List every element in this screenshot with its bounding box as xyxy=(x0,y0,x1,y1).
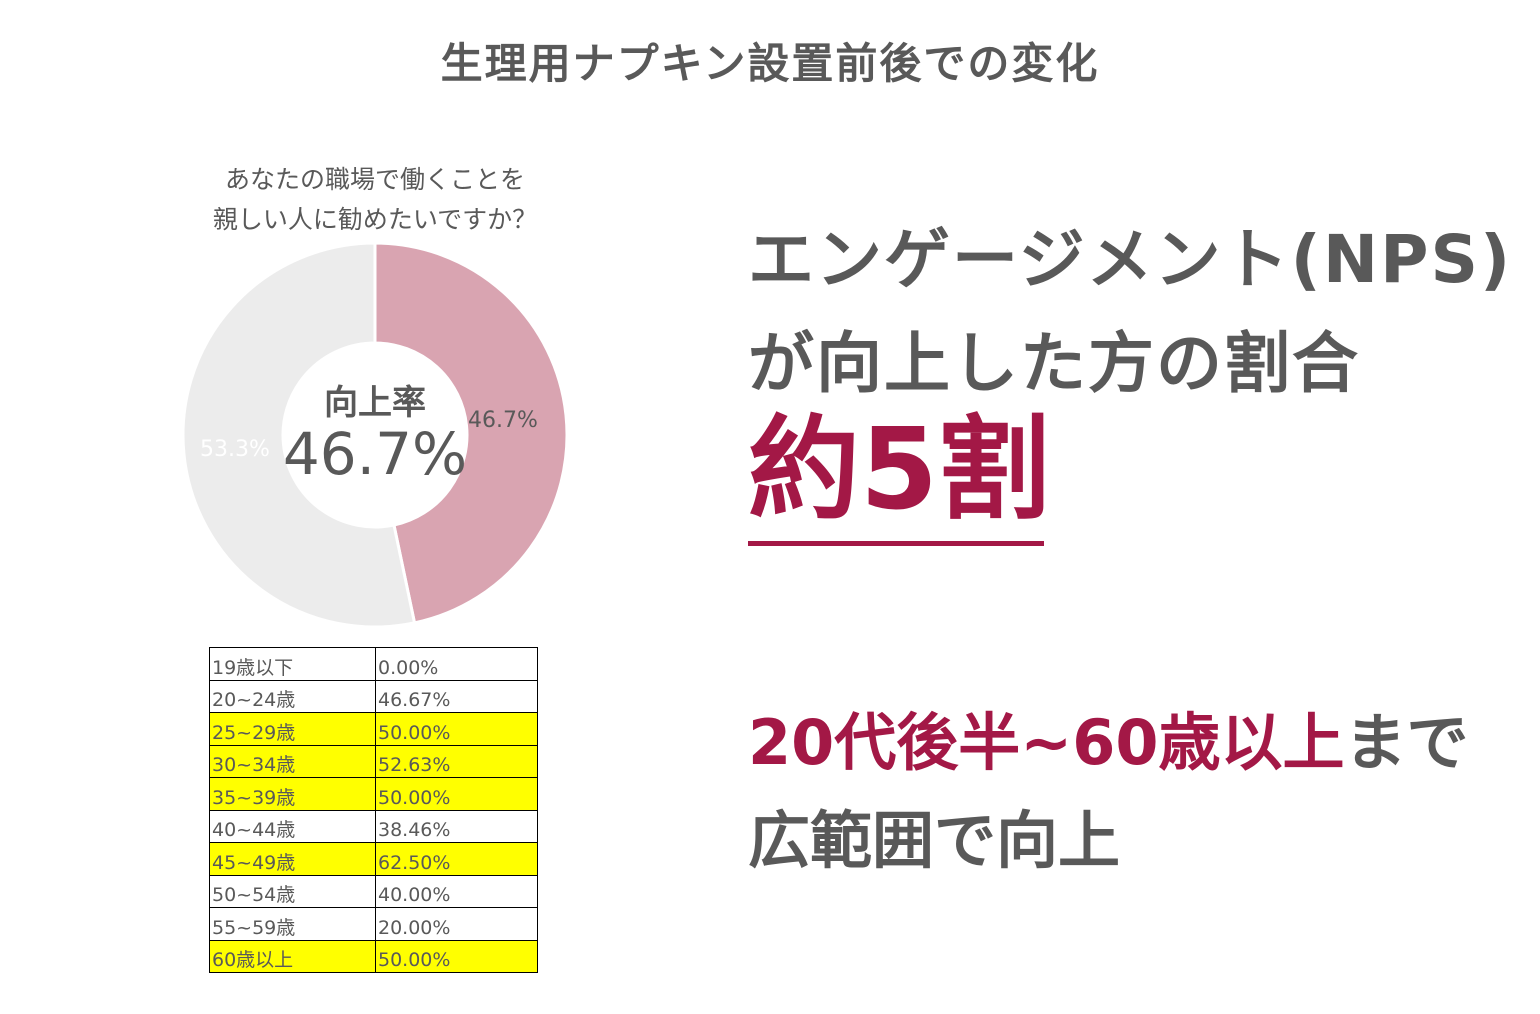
rate-cell: 20.00% xyxy=(375,907,538,941)
table-row: 20~24歳 46.67% xyxy=(209,679,538,713)
subline: 20代後半~60歳以上まで 広範囲で向上 xyxy=(748,694,1469,890)
headline-line-1: エンゲージメント(NPS) xyxy=(748,221,1513,298)
donut-slice-other xyxy=(181,241,417,629)
age-group-cell: 30~34歳 xyxy=(209,744,376,778)
page-title: 生理用ナプキン設置前後での変化 xyxy=(440,39,1100,88)
table-row: 35~39歳 50.00% xyxy=(209,777,538,811)
age-group-cell: 25~29歳 xyxy=(209,712,376,746)
rate-cell: 0.00% xyxy=(375,647,538,681)
rate-cell: 38.46% xyxy=(375,809,538,843)
slice-label-improved: 46.7% xyxy=(468,408,538,433)
big-value-underline xyxy=(748,541,1044,546)
age-breakdown-table: 19歳以下 0.00% 20~24歳 46.67% 25~29歳 50.00% 30~34歳… xyxy=(209,647,538,973)
table-row: 55~59歳 20.00% xyxy=(209,907,538,941)
table-row: 60歳以上 50.00% xyxy=(209,939,538,973)
subline-line-2: 広範囲で向上 xyxy=(748,804,1121,877)
age-group-cell: 40~44歳 xyxy=(209,809,376,843)
question-line-2: 親しい人に勧めたいですか？ xyxy=(212,205,538,234)
age-group-cell: 60歳以上 xyxy=(209,939,376,973)
age-group-cell: 50~54歳 xyxy=(209,874,376,908)
big-value: 約5割 xyxy=(748,405,1050,535)
rate-cell: 50.00% xyxy=(375,712,538,746)
slice-label-other: 53.3% xyxy=(200,437,270,462)
table-row: 30~34歳 52.63% xyxy=(209,744,538,778)
donut-center-label: 向上率 xyxy=(324,383,426,423)
survey-question: あなたの職場で働くことを 親しい人に勧めたいですか？ xyxy=(150,160,600,240)
headline: エンゲージメント(NPS) が向上した方の割合 xyxy=(748,208,1512,416)
table-row: 50~54歳 40.00% xyxy=(209,874,538,908)
subline-emphasis: 20代後半~60歳以上 xyxy=(748,706,1345,779)
rate-cell: 52.63% xyxy=(375,744,538,778)
donut-slice-improved xyxy=(373,241,569,625)
table-row: 45~49歳 62.50% xyxy=(209,842,538,876)
age-group-cell: 35~39歳 xyxy=(209,777,376,811)
subline-rest: まで xyxy=(1344,706,1469,779)
headline-line-2: が向上した方の割合 xyxy=(748,325,1360,402)
age-group-cell: 45~49歳 xyxy=(209,842,376,876)
question-line-1: あなたの職場で働くことを xyxy=(224,165,525,194)
table-row: 40~44歳 38.46% xyxy=(209,809,538,843)
rate-cell: 50.00% xyxy=(375,939,538,973)
donut-chart xyxy=(181,241,569,629)
age-group-cell: 19歳以下 xyxy=(209,647,376,681)
rate-cell: 46.67% xyxy=(375,679,538,713)
donut-center-value: 46.7% xyxy=(282,420,468,488)
rate-cell: 40.00% xyxy=(375,874,538,908)
table-row: 19歳以下 0.00% xyxy=(209,647,538,681)
age-group-cell: 20~24歳 xyxy=(209,679,376,713)
age-group-cell: 55~59歳 xyxy=(209,907,376,941)
rate-cell: 62.50% xyxy=(375,842,538,876)
rate-cell: 50.00% xyxy=(375,777,538,811)
table-row: 25~29歳 50.00% xyxy=(209,712,538,746)
